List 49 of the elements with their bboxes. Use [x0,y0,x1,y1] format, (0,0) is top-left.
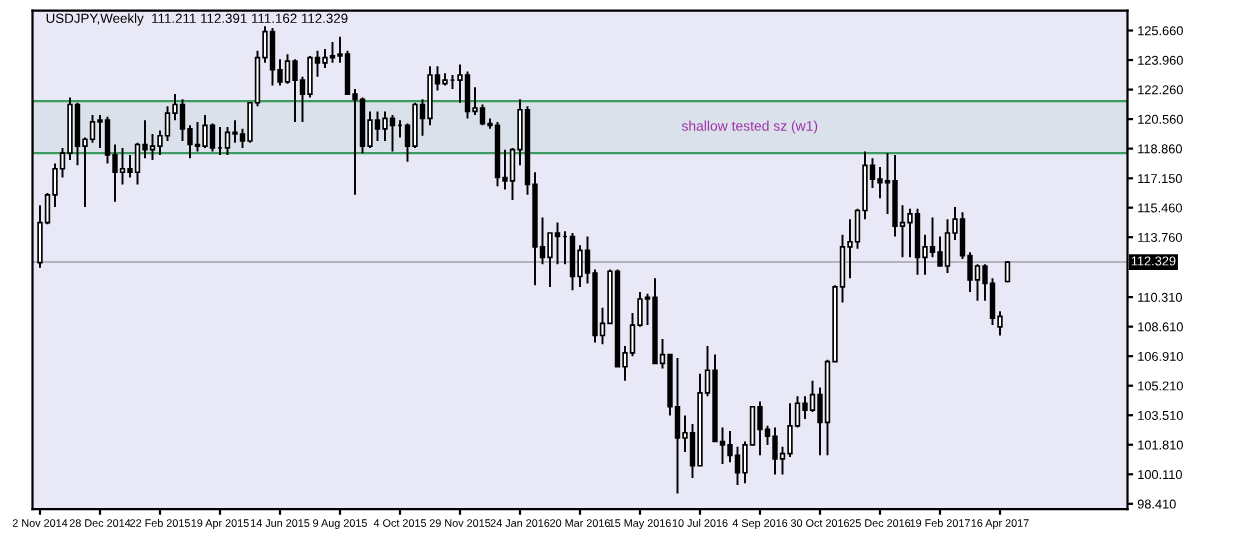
candlestick [329,41,336,64]
candlestick [382,110,388,142]
candlestick [359,96,366,155]
candlestick [914,207,921,276]
candlestick [479,103,486,127]
candlestick [554,221,561,266]
candlestick [209,122,216,153]
candlestick [877,166,883,200]
candlestick [269,27,276,87]
candlestick [412,101,418,149]
candlestick [907,207,913,259]
candlestick [389,113,396,153]
candlestick [202,113,208,149]
candlestick [757,400,763,457]
candlestick [772,426,778,476]
candlestick [224,126,231,156]
candlestick [284,53,291,85]
candlestick [569,232,576,292]
candlestick [89,113,96,144]
candlestick [322,47,328,70]
candlestick [344,49,351,96]
candlestick [892,153,898,238]
candlestick [787,402,793,459]
candlestick [374,110,381,142]
candlestick [97,113,103,149]
candlestick [232,119,238,144]
candlestick [194,120,201,153]
candlestick [937,235,943,268]
candlestick [464,70,471,120]
candlestick [164,105,171,142]
candlestick [974,263,981,302]
candlestick [547,232,553,288]
candlestick [292,58,298,123]
candlestick [104,115,111,165]
candlestick [427,65,433,127]
candlestick [149,133,156,162]
candlestick [179,98,186,142]
candlestick [307,54,313,99]
candlestick [577,244,583,288]
candlestick [457,63,463,104]
candlestick [847,218,853,280]
candlestick [734,445,741,486]
candlestick [119,146,126,186]
candlestick [929,216,936,259]
candlestick [74,101,81,167]
candlestick [802,395,808,420]
candlestick [944,218,951,274]
candlestick [134,141,141,186]
candlestick [674,357,681,495]
